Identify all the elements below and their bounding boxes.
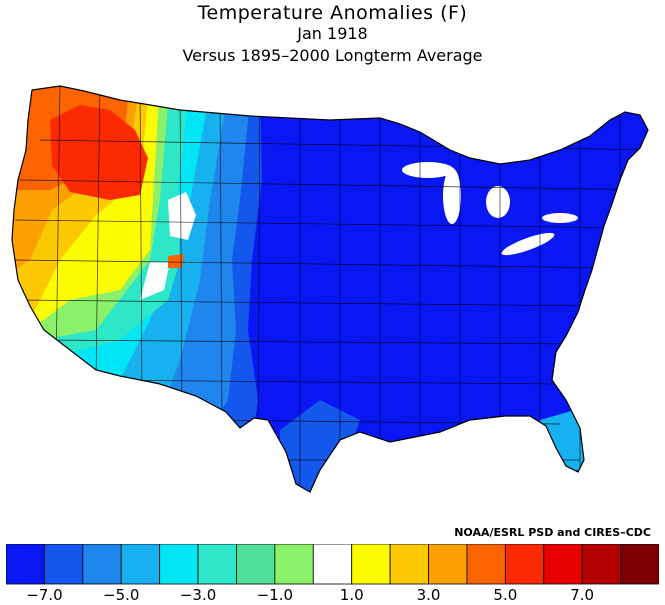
legend-swatch [581, 544, 621, 585]
legend-swatch [82, 544, 122, 585]
us-outline [11, 85, 649, 493]
legend-swatch [543, 544, 583, 585]
legend-swatch [428, 544, 468, 585]
legend-swatch [159, 544, 199, 585]
map-title: Temperature Anomalies (F) [197, 2, 468, 24]
legend-swatch [120, 544, 161, 585]
legend-tick-label: −7.0 [26, 586, 63, 604]
legend-swatch [351, 544, 391, 585]
legend-swatch [6, 544, 45, 585]
legend-tick-label: −1.0 [256, 586, 294, 604]
legend-swatch [504, 544, 545, 585]
legend-swatch [274, 544, 314, 585]
legend-swatch [312, 544, 353, 585]
legend-swatch [44, 544, 84, 585]
color-legend [6, 544, 659, 585]
map-subtitle: Jan 1918 [297, 24, 368, 43]
legend-tick-label: −5.0 [103, 586, 140, 604]
anomaly-map [11, 85, 649, 493]
legend-tick-label: 3.0 [416, 586, 441, 604]
legend-swatch [197, 544, 237, 585]
legend-tick-label: 5.0 [493, 586, 518, 604]
legend-swatch [620, 544, 659, 585]
legend-tick-label: −3.0 [179, 586, 217, 604]
legend-tick-label: 1.0 [339, 586, 364, 604]
credit-label: NOAA/ESRL PSD and CIRES–CDC [454, 526, 651, 539]
legend-swatch [466, 544, 506, 585]
legend-tick-label: 7.0 [570, 586, 595, 604]
legend-swatch [236, 544, 276, 585]
map-baseline: Versus 1895–2000 Longterm Average [182, 46, 483, 65]
legend-swatch [389, 544, 429, 585]
